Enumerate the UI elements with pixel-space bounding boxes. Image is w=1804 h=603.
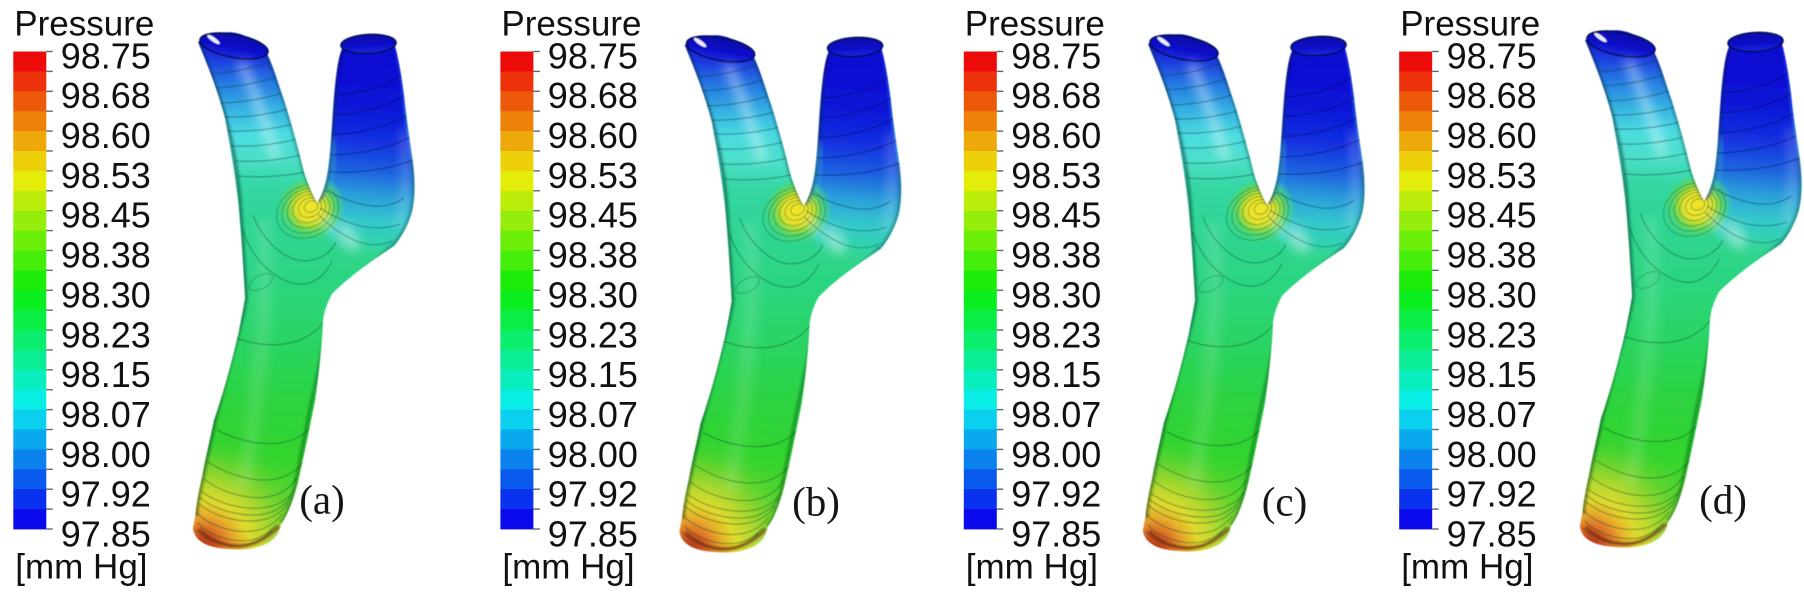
svg-text:(b): (b) xyxy=(792,479,840,525)
svg-text:(c): (c) xyxy=(1262,479,1308,525)
svg-text:(d): (d) xyxy=(1699,477,1747,523)
svg-text:(a): (a) xyxy=(299,477,345,523)
